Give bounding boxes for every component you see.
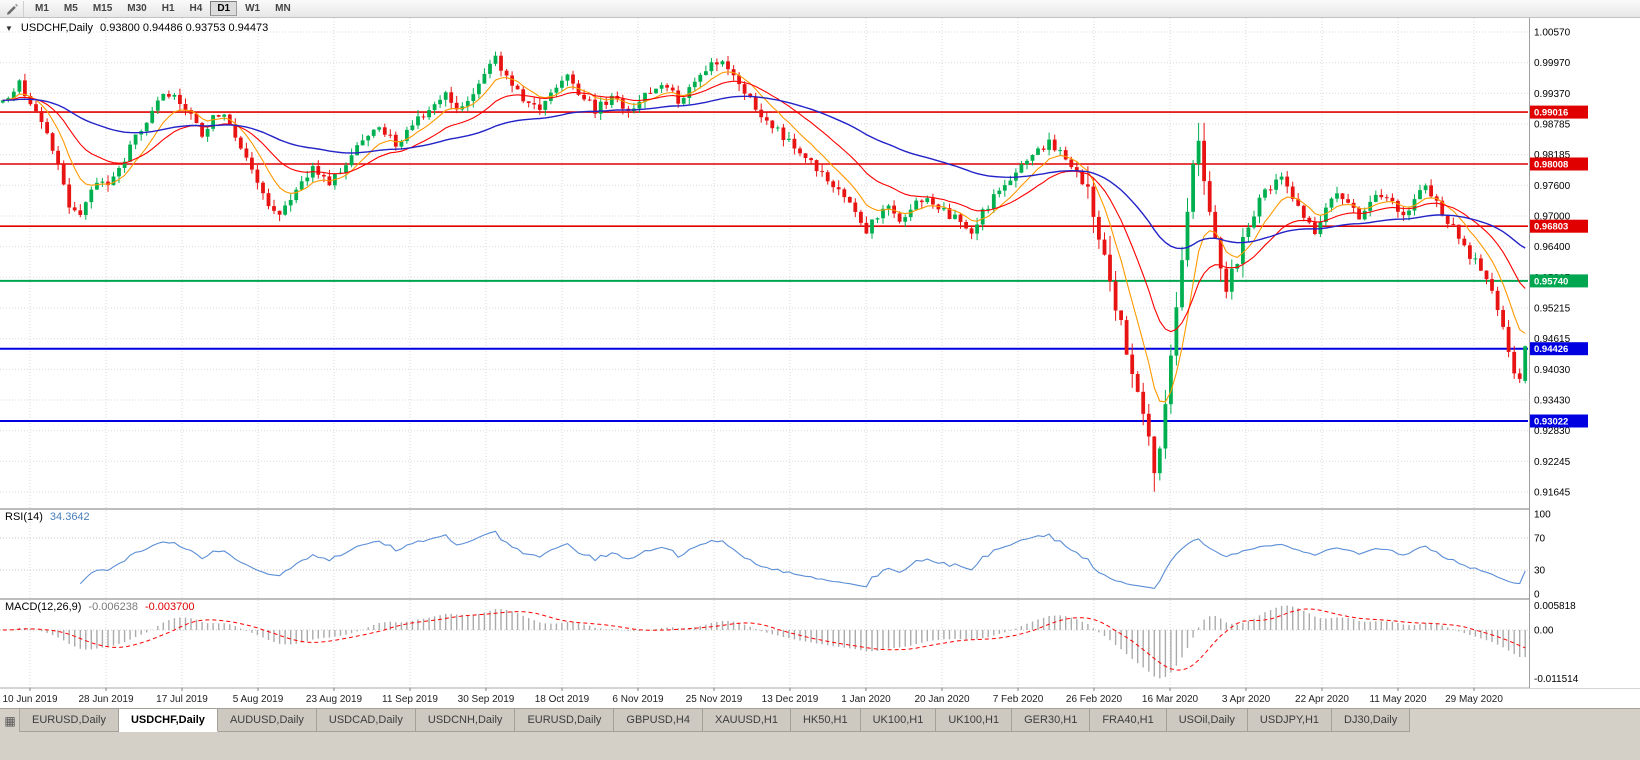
- svg-text:0.97600: 0.97600: [1534, 181, 1571, 192]
- svg-text:0.94426: 0.94426: [1534, 344, 1568, 355]
- svg-text:17 Jul 2019: 17 Jul 2019: [156, 694, 208, 705]
- rsi-line: [79, 530, 1526, 590]
- chart-tab-eurusd-daily[interactable]: EURUSD,Daily: [20, 709, 119, 732]
- svg-text:0.92245: 0.92245: [1534, 457, 1571, 468]
- svg-text:13 Dec 2019: 13 Dec 2019: [762, 694, 819, 705]
- svg-text:11 Sep 2019: 11 Sep 2019: [382, 694, 438, 705]
- chart-tab-usdjpy-h1[interactable]: USDJPY,H1: [1247, 709, 1333, 732]
- window-list-icon[interactable]: ▦: [1, 709, 20, 732]
- svg-text:30 Sep 2019: 30 Sep 2019: [458, 694, 515, 705]
- svg-text:0.00: 0.00: [1534, 626, 1554, 637]
- svg-text:10 Jun 2019: 10 Jun 2019: [2, 694, 57, 705]
- horizontal-levels-layer[interactable]: [0, 111, 1528, 422]
- chart-background: [0, 18, 1640, 708]
- svg-text:0.95740: 0.95740: [1534, 276, 1568, 287]
- svg-text:25 Nov 2019: 25 Nov 2019: [686, 694, 743, 705]
- svg-text:11 May 2020: 11 May 2020: [1369, 694, 1427, 705]
- svg-text:0.93022: 0.93022: [1534, 417, 1568, 428]
- price-chart[interactable]: 1.00570 0.99970 0.99370 0.98785 0.98185 0.976…: [0, 18, 1640, 708]
- svg-text:0.98185: 0.98185: [1534, 150, 1571, 161]
- grid-layer: [0, 18, 1528, 688]
- timeframe-button-m30[interactable]: M30: [127, 3, 147, 14]
- chart-tab-dj30-daily[interactable]: DJ30,Daily: [1332, 709, 1411, 732]
- svg-text:30: 30: [1534, 566, 1546, 577]
- ma-medium-line: [2, 80, 1526, 333]
- svg-text:1 Jan 2020: 1 Jan 2020: [841, 694, 891, 705]
- svg-text:18 Oct 2019: 18 Oct 2019: [535, 694, 590, 705]
- svg-text:0: 0: [1534, 590, 1540, 601]
- timeframe-group: M1 M5 M15 M30 H1 H4 D1 W1 MN: [28, 1, 298, 16]
- svg-text:0.96400: 0.96400: [1534, 242, 1571, 253]
- svg-text:1.00570: 1.00570: [1534, 28, 1571, 39]
- svg-text:20 Jan 2020: 20 Jan 2020: [914, 694, 969, 705]
- timeframe-button-m15[interactable]: M15: [92, 3, 113, 14]
- chart-tab-usdcad-daily[interactable]: USDCAD,Daily: [316, 709, 416, 732]
- svg-text:23 Aug 2019: 23 Aug 2019: [306, 694, 363, 705]
- svg-text:-0.011514: -0.011514: [1534, 674, 1579, 685]
- timeframe-button-h1[interactable]: H1: [161, 3, 175, 14]
- svg-text:0.97000: 0.97000: [1534, 212, 1571, 223]
- timeframe-button-h4[interactable]: H4: [189, 3, 203, 14]
- svg-text:29 May 2020: 29 May 2020: [1445, 694, 1503, 705]
- candles-layer: [0, 51, 1528, 492]
- svg-text:3 Apr 2020: 3 Apr 2020: [1222, 694, 1271, 705]
- macd-panel-splitter[interactable]: [0, 598, 1640, 600]
- svg-text:0.98008: 0.98008: [1534, 160, 1568, 171]
- svg-text:70: 70: [1534, 534, 1546, 545]
- svg-text:0.98785: 0.98785: [1534, 120, 1571, 131]
- chart-tab-ger30-h1[interactable]: GER30,H1: [1012, 709, 1091, 732]
- svg-text:22 Apr 2020: 22 Apr 2020: [1295, 694, 1349, 705]
- svg-text:0.94615: 0.94615: [1534, 334, 1571, 345]
- timeframe-button-d1[interactable]: D1: [210, 1, 238, 16]
- chart-tab-uk100-h1[interactable]: UK100,H1: [860, 709, 937, 732]
- chart-tab-gbpusd-h4[interactable]: GBPUSD,H4: [614, 709, 703, 732]
- pencil-icon: [7, 3, 18, 15]
- svg-text:100: 100: [1534, 510, 1551, 521]
- svg-text:0.99370: 0.99370: [1534, 89, 1571, 100]
- chart-tab-usoil-daily[interactable]: USOil,Daily: [1166, 709, 1248, 732]
- svg-text:0.91645: 0.91645: [1534, 488, 1571, 499]
- svg-text:26 Feb 2020: 26 Feb 2020: [1066, 694, 1123, 705]
- timeframe-button-w1[interactable]: W1: [245, 3, 261, 14]
- svg-text:5 Aug 2019: 5 Aug 2019: [233, 694, 284, 705]
- svg-text:16 Mar 2020: 16 Mar 2020: [1142, 694, 1199, 705]
- chart-tab-bar: ▦ EURUSD,Daily USDCHF,Daily AUDUSD,Daily US…: [0, 708, 1640, 760]
- macd-histogram: [7, 605, 1526, 679]
- price-scale[interactable]: 1.00570 0.99970 0.99370 0.98785 0.98185 0.976…: [1529, 18, 1640, 688]
- chart-tab-uk100-h1[interactable]: UK100,H1: [936, 709, 1013, 732]
- timeframe-toolbar: M1 M5 M15 M30 H1 H4 D1 W1 MN: [0, 0, 1640, 18]
- svg-text:0.95215: 0.95215: [1534, 304, 1571, 315]
- ma-slow-line: [2, 95, 1526, 250]
- svg-text:0.005818: 0.005818: [1534, 601, 1576, 612]
- svg-text:0.96803: 0.96803: [1534, 222, 1568, 233]
- svg-text:0.94030: 0.94030: [1534, 365, 1571, 376]
- svg-text:7 Feb 2020: 7 Feb 2020: [993, 694, 1044, 705]
- svg-text:0.92830: 0.92830: [1534, 426, 1571, 437]
- chart-tabs-row: ▦ EURUSD,Daily USDCHF,Daily AUDUSD,Daily US…: [0, 709, 1640, 732]
- chart-tab-eurusd-daily[interactable]: EURUSD,Daily: [515, 709, 615, 732]
- svg-text:28 Jun 2019: 28 Jun 2019: [78, 694, 133, 705]
- chart-tab-usdchf-daily[interactable]: USDCHF,Daily: [118, 709, 218, 732]
- chart-tab-usdcnh-daily[interactable]: USDCNH,Daily: [415, 709, 516, 732]
- chart-tab-audusd-daily[interactable]: AUDUSD,Daily: [217, 709, 317, 732]
- svg-text:0.99016: 0.99016: [1534, 108, 1568, 119]
- timeframe-button-mn[interactable]: MN: [275, 3, 291, 14]
- chart-tab-xauusd-h1[interactable]: XAUUSD,H1: [702, 709, 791, 732]
- macd-signal-line: [2, 608, 1526, 671]
- svg-text:6 Nov 2019: 6 Nov 2019: [612, 694, 664, 705]
- timeframe-button-m5[interactable]: M5: [63, 3, 78, 14]
- rsi-panel-splitter[interactable]: [0, 508, 1640, 510]
- date-axis[interactable]: 10 Jun 2019 28 Jun 2019 17 Jul 2019 5 Aug 2…: [2, 688, 1503, 705]
- timeframe-button-m1[interactable]: M1: [35, 3, 49, 14]
- svg-text:0.93430: 0.93430: [1534, 396, 1571, 407]
- chart-tab-fra40-h1[interactable]: FRA40,H1: [1090, 709, 1167, 732]
- chart-tab-hk50-h1[interactable]: HK50,H1: [790, 709, 861, 732]
- chart-tool-icon[interactable]: [2, 0, 24, 17]
- svg-text:0.99970: 0.99970: [1534, 58, 1571, 69]
